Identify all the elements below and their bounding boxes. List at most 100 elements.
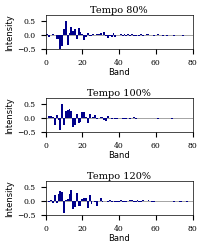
Bar [101, 201, 103, 202]
Bar [77, 28, 79, 35]
Bar [143, 200, 145, 201]
Bar [81, 112, 83, 118]
Bar [141, 200, 143, 201]
Bar [61, 104, 63, 118]
Bar [68, 194, 70, 201]
Bar [107, 201, 108, 202]
Bar [83, 35, 85, 40]
Bar [121, 118, 123, 119]
Bar [57, 194, 59, 201]
Bar [76, 35, 77, 39]
Bar [57, 35, 59, 39]
Bar [96, 34, 97, 35]
Bar [138, 35, 140, 36]
Bar [72, 31, 74, 35]
Bar [88, 35, 90, 36]
Bar [180, 201, 182, 202]
Bar [52, 201, 54, 203]
Bar [72, 118, 74, 127]
Bar [86, 33, 88, 35]
Bar [81, 34, 83, 35]
Bar [125, 118, 127, 119]
Bar [132, 117, 134, 118]
Bar [66, 35, 68, 45]
Bar [116, 118, 118, 119]
Bar [125, 201, 127, 202]
Bar [63, 118, 64, 125]
Bar [76, 114, 77, 118]
Bar [127, 34, 128, 35]
Bar [79, 118, 81, 122]
Bar [74, 118, 76, 125]
Bar [110, 118, 112, 119]
Bar [74, 201, 76, 207]
Bar [55, 35, 57, 39]
Bar [92, 34, 94, 35]
Bar [61, 35, 63, 46]
Bar [134, 35, 136, 36]
Bar [94, 115, 96, 118]
Title: Tempo 80%: Tempo 80% [90, 5, 147, 14]
Bar [134, 118, 136, 119]
Bar [92, 200, 94, 201]
Bar [138, 201, 140, 202]
Bar [118, 201, 119, 202]
Bar [48, 35, 50, 37]
Bar [185, 201, 187, 202]
Bar [54, 195, 55, 201]
Bar [147, 200, 149, 201]
Title: Tempo 120%: Tempo 120% [87, 172, 150, 181]
Bar [59, 191, 61, 201]
Bar [64, 21, 66, 35]
Bar [59, 118, 61, 130]
Bar [55, 116, 57, 118]
Bar [70, 111, 72, 118]
Bar [132, 35, 134, 36]
Bar [68, 109, 70, 118]
Bar [130, 200, 132, 201]
Bar [85, 117, 86, 118]
Bar [85, 198, 86, 201]
Bar [48, 116, 50, 118]
Bar [136, 200, 138, 201]
Bar [57, 118, 59, 120]
Bar [86, 201, 88, 208]
Bar [108, 200, 110, 201]
Bar [97, 34, 99, 35]
Bar [123, 34, 125, 35]
Bar [81, 199, 83, 201]
Bar [66, 110, 68, 118]
Bar [52, 117, 54, 118]
Bar [96, 201, 97, 206]
Bar [94, 201, 96, 202]
Bar [88, 114, 90, 118]
Bar [54, 118, 55, 125]
Bar [130, 34, 132, 35]
Bar [48, 201, 50, 202]
Bar [76, 193, 77, 201]
Bar [50, 116, 52, 118]
Bar [68, 33, 70, 35]
Bar [74, 29, 76, 35]
Bar [63, 29, 64, 35]
X-axis label: Band: Band [108, 235, 129, 244]
Bar [110, 201, 112, 202]
Bar [79, 201, 81, 206]
Bar [150, 201, 152, 202]
Bar [88, 195, 90, 201]
Bar [173, 201, 174, 202]
Bar [119, 200, 121, 201]
Bar [141, 35, 143, 36]
Bar [107, 116, 108, 118]
Bar [105, 118, 107, 121]
Bar [128, 35, 130, 36]
Bar [50, 200, 52, 201]
Bar [110, 35, 112, 37]
Bar [103, 118, 105, 120]
Bar [59, 35, 61, 49]
Bar [99, 33, 101, 35]
Title: Tempo 100%: Tempo 100% [87, 89, 150, 98]
Bar [173, 35, 174, 36]
Bar [134, 201, 136, 202]
Bar [99, 117, 101, 118]
